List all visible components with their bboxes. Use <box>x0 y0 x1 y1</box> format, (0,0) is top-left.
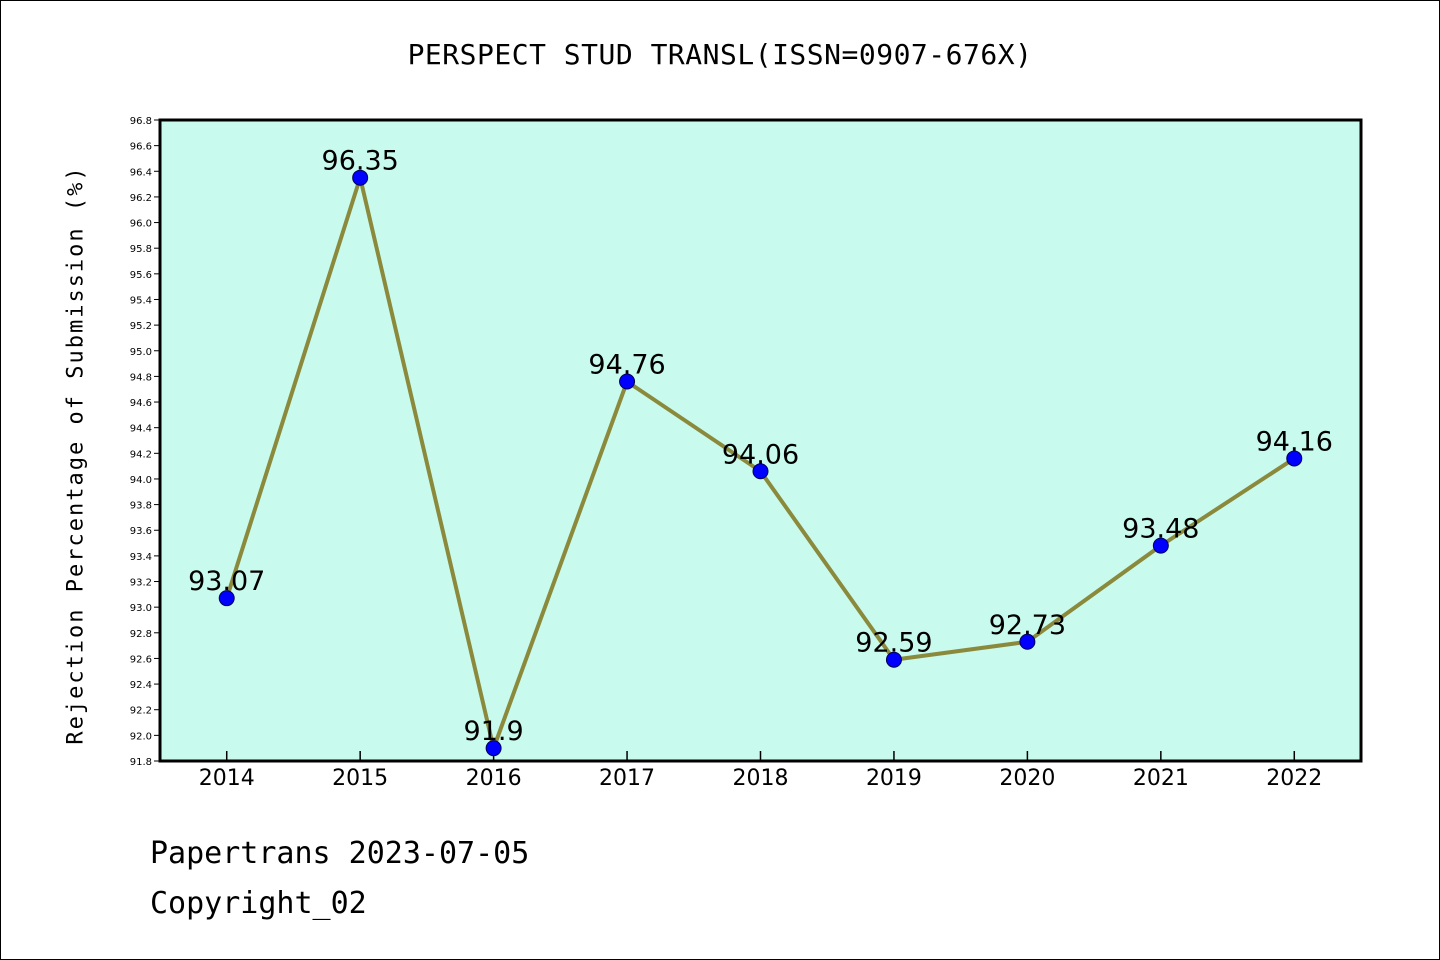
x-axis-ticks: 2014 2015 2016 2017 2018 2019 2020 2021 2022 <box>199 751 1322 791</box>
y-tick-label: 95.0 <box>130 347 152 358</box>
y-tick-label: 96.2 <box>130 193 152 204</box>
x-tick-label: 2017 <box>599 766 655 791</box>
plot-area <box>158 118 1363 763</box>
y-tick-label: 95.8 <box>130 244 152 255</box>
data-labels: 93.07 96.35 91.9 94.76 94.06 92.59 92.73 93.48 9… <box>188 146 1333 747</box>
data-label: 92.59 <box>855 628 932 659</box>
data-point <box>1152 537 1169 554</box>
y-tick-label: 93.4 <box>130 552 152 563</box>
y-tick-label: 91.8 <box>130 757 152 768</box>
y-tick-label: 96.0 <box>130 219 152 230</box>
y-tick-label: 94.0 <box>130 475 152 486</box>
y-tick-label: 96.4 <box>130 167 152 178</box>
x-tick-label: 2016 <box>466 766 522 791</box>
x-tick-label: 2021 <box>1133 766 1189 791</box>
footer-date: Papertrans 2023-07-05 <box>150 836 530 871</box>
data-label: 92.73 <box>989 610 1066 641</box>
data-point <box>885 651 902 668</box>
x-tick-label: 2022 <box>1266 766 1322 791</box>
data-point <box>1286 450 1303 467</box>
data-points <box>218 169 1303 757</box>
y-tick-label: 94.8 <box>130 372 152 383</box>
y-tick-label: 93.6 <box>130 526 152 537</box>
y-tick-label: 94.4 <box>130 424 152 435</box>
data-label: 96.35 <box>322 146 399 177</box>
data-label: 91.9 <box>464 716 524 747</box>
data-label: 93.07 <box>188 566 265 597</box>
y-tick-label: 95.2 <box>130 321 152 332</box>
data-point <box>352 169 369 186</box>
y-tick-label: 92.4 <box>130 680 152 691</box>
y-tick-label: 94.6 <box>130 398 152 409</box>
y-tick-label: 96.8 <box>130 116 152 127</box>
x-tick-label: 2015 <box>332 766 388 791</box>
data-label: 94.06 <box>722 439 799 470</box>
data-point <box>1019 633 1036 650</box>
data-label: 94.16 <box>1256 426 1333 457</box>
data-point <box>218 590 235 607</box>
y-tick-label: 95.6 <box>130 270 152 281</box>
y-tick-label: 93.0 <box>130 603 152 614</box>
data-label: 94.76 <box>588 350 665 381</box>
y-tick-label: 92.6 <box>130 654 152 665</box>
y-tick-label: 92.8 <box>130 629 152 640</box>
y-tick-label: 96.6 <box>130 142 152 153</box>
x-tick-label: 2019 <box>866 766 922 791</box>
data-label: 93.48 <box>1122 514 1199 545</box>
y-tick-label: 94.2 <box>130 449 152 460</box>
y-tick-label: 92.2 <box>130 706 152 717</box>
x-tick-label: 2018 <box>733 766 789 791</box>
data-point <box>752 463 769 480</box>
footer-copyright: Copyright_02 <box>150 886 367 921</box>
y-tick-label: 92.0 <box>130 731 152 742</box>
y-tick-label: 93.2 <box>130 578 152 589</box>
data-point <box>619 373 636 390</box>
y-axis-ticks: 91.8 92.0 92.2 92.4 92.6 92.8 93.0 93.2 93.4 93.6… <box>130 116 160 768</box>
x-tick-label: 2014 <box>199 766 255 791</box>
data-point <box>485 740 502 757</box>
y-tick-label: 95.4 <box>130 295 152 306</box>
x-tick-label: 2020 <box>999 766 1055 791</box>
y-tick-label: 93.8 <box>130 501 152 512</box>
chart-title: PERSPECT STUD TRANSL(ISSN=0907-676X) <box>407 38 1033 71</box>
